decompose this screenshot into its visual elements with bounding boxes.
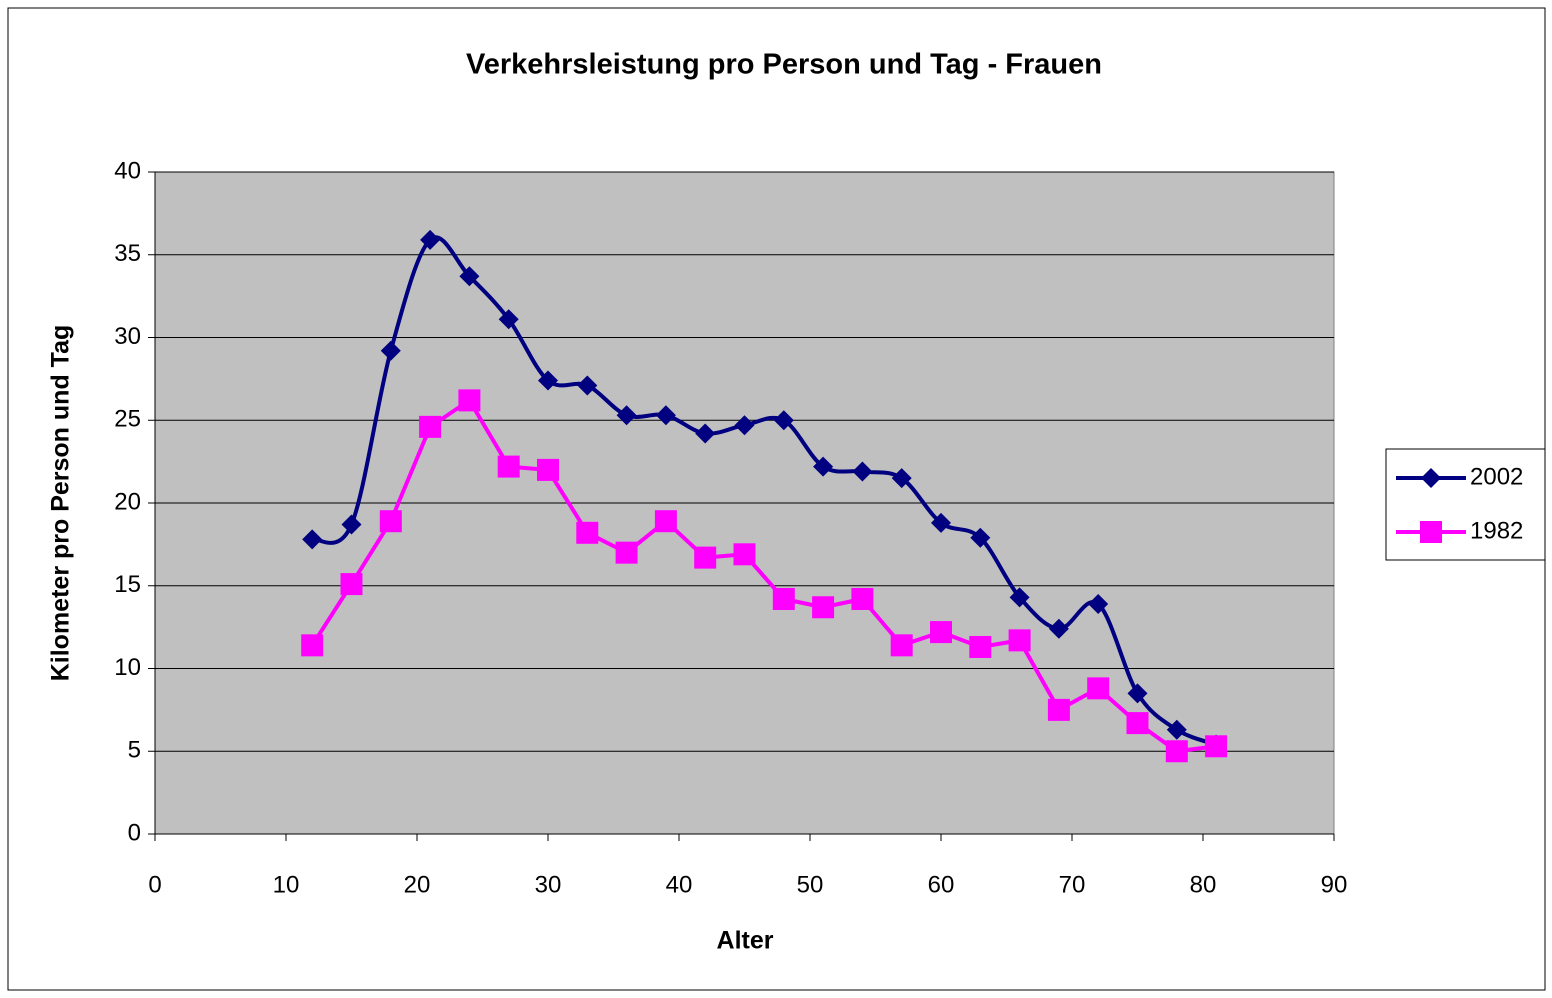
y-tick-label: 20 — [114, 488, 141, 515]
marker — [341, 514, 362, 535]
marker — [772, 587, 795, 610]
marker — [851, 587, 874, 610]
y-tick-label: 10 — [114, 654, 141, 681]
marker — [615, 541, 638, 564]
marker — [340, 573, 363, 596]
marker — [379, 510, 402, 533]
marker — [498, 309, 519, 330]
x-tick-label: 20 — [404, 871, 431, 898]
y-tick-label: 35 — [114, 240, 141, 267]
marker — [1008, 629, 1031, 652]
marker — [380, 340, 401, 361]
y-tick-label: 5 — [128, 737, 141, 764]
marker — [969, 635, 992, 658]
legend-box — [1385, 448, 1546, 561]
marker — [420, 229, 441, 250]
marker — [1127, 683, 1148, 704]
x-tick-label: 0 — [148, 871, 161, 898]
y-tick-label: 15 — [114, 571, 141, 598]
marker — [1048, 618, 1069, 639]
marker — [576, 521, 599, 544]
marker — [458, 389, 481, 412]
marker — [497, 455, 520, 478]
marker — [1047, 698, 1070, 721]
marker — [1009, 587, 1030, 608]
marker — [891, 468, 912, 489]
marker — [930, 621, 952, 644]
legend-label: 2002 — [1470, 463, 1523, 490]
y-tick-label: 25 — [114, 406, 141, 433]
x-tick-label: 10 — [273, 871, 300, 898]
marker — [733, 543, 756, 566]
marker — [1088, 593, 1109, 614]
y-tick-label: 0 — [128, 819, 141, 846]
x-tick-label: 30 — [535, 871, 562, 898]
marker — [616, 405, 637, 426]
marker — [852, 461, 873, 482]
marker — [654, 510, 677, 533]
marker — [931, 512, 951, 533]
marker — [734, 415, 755, 436]
chart-title: Verkehrsleistung pro Person und Tag - Fr… — [466, 49, 1102, 81]
y-axis-label: Kilometer pro Person und Tag — [47, 325, 75, 682]
marker — [538, 370, 558, 391]
y-tick-label: 40 — [114, 157, 141, 184]
y-tick-label: 30 — [114, 323, 141, 350]
marker — [655, 405, 676, 426]
marker — [813, 456, 834, 477]
marker — [1166, 719, 1187, 740]
marker — [1126, 712, 1149, 735]
marker — [301, 634, 324, 657]
marker — [694, 546, 717, 569]
marker — [577, 375, 598, 396]
x-tick-label: 90 — [1321, 871, 1348, 898]
x-tick-label: 80 — [1190, 871, 1217, 898]
marker — [302, 529, 323, 550]
marker — [890, 634, 913, 657]
x-tick-label: 40 — [666, 871, 693, 898]
legend-marker — [1421, 468, 1441, 488]
marker — [970, 527, 991, 548]
legend-label: 1982 — [1470, 517, 1523, 544]
marker — [695, 423, 716, 444]
marker — [537, 458, 559, 481]
marker — [1087, 677, 1110, 700]
x-tick-label: 70 — [1059, 871, 1086, 898]
legend-marker — [1420, 521, 1442, 543]
x-axis-label: Alter — [717, 927, 774, 955]
marker — [1205, 735, 1228, 758]
marker — [459, 266, 480, 287]
x-tick-label: 60 — [928, 871, 955, 898]
marker — [812, 596, 835, 619]
marker — [773, 410, 794, 431]
marker — [1165, 740, 1188, 763]
x-tick-label: 50 — [797, 871, 824, 898]
marker — [419, 415, 442, 438]
